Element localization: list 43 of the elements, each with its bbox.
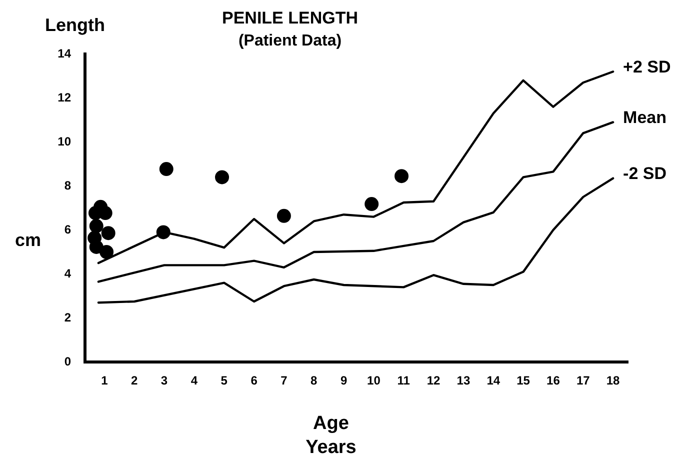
x-tick-label: 13 <box>456 374 470 388</box>
y-tick-label: 6 <box>64 222 72 236</box>
x-tick-label: 12 <box>426 374 441 388</box>
x-tick-label: 14 <box>486 374 500 388</box>
x-tick-label: 9 <box>340 374 348 388</box>
x-tick-label: 16 <box>546 374 560 388</box>
y-tick-label: 14 <box>58 46 72 60</box>
point <box>276 208 291 223</box>
x-tick-label: 2 <box>131 374 138 388</box>
x-tick-label: 4 <box>190 374 198 388</box>
y-tick-label: 2 <box>64 310 72 324</box>
point <box>89 219 104 234</box>
point <box>394 169 409 184</box>
text: Length <box>45 14 105 35</box>
y-tick-label: 8 <box>64 178 72 192</box>
x-tick-label: 7 <box>280 374 288 388</box>
x-tick-label: 8 <box>310 374 318 388</box>
x-tick-label: 10 <box>367 374 381 388</box>
y-axis-title: cm <box>14 230 42 250</box>
chart-title: PENILE LENGTH <box>222 8 358 28</box>
x-tick-label: 11 <box>397 374 410 388</box>
y-tick-label: 4 <box>64 266 72 280</box>
series-label: -2 SD <box>623 164 667 183</box>
point <box>364 197 379 212</box>
x-tick-label: 15 <box>516 374 530 388</box>
x-tick-label: 1 <box>101 374 108 388</box>
point <box>215 170 230 184</box>
point <box>100 245 114 259</box>
point <box>159 162 174 176</box>
x-tick-label: 3 <box>160 374 168 388</box>
point <box>101 226 116 240</box>
x-axis-title: Age Years <box>306 413 356 458</box>
y-tick-label: 12 <box>58 90 72 104</box>
x-tick-label: 5 <box>220 374 228 388</box>
y-tick-label: 10 <box>58 134 72 148</box>
series-label: Mean <box>623 108 667 127</box>
x-tick-label: 6 <box>250 374 258 388</box>
point <box>89 240 104 254</box>
series-label: +2 SD <box>623 57 671 76</box>
chart-subtitle: (Patient Data) <box>238 32 342 50</box>
y-tick-label: 0 <box>64 354 72 368</box>
x-tick-label: 18 <box>606 374 620 388</box>
x-tick-label: 17 <box>576 374 590 388</box>
